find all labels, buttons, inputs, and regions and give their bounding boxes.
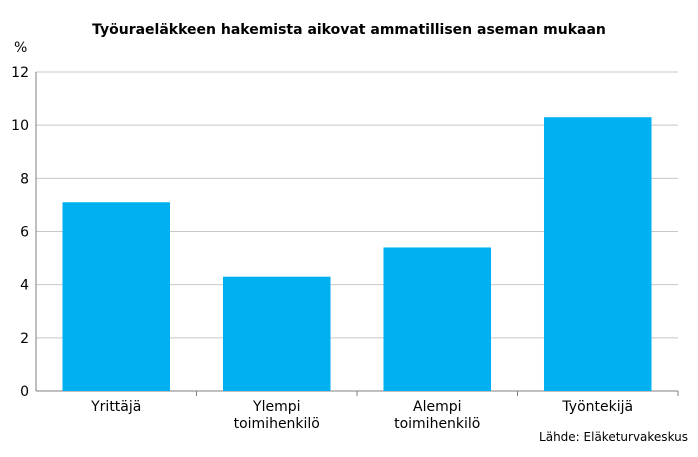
- x-tick-label: Alempi: [413, 399, 462, 415]
- y-axis-unit: %: [14, 40, 28, 56]
- bar: [383, 247, 492, 391]
- y-tick-label: 10: [11, 118, 29, 134]
- y-tick-label: 12: [11, 65, 29, 81]
- y-tick-label: 0: [20, 384, 29, 400]
- x-tick-label: toimihenkilö: [394, 416, 480, 432]
- x-tick-label: toimihenkilö: [234, 416, 320, 432]
- bar: [222, 276, 331, 391]
- y-tick-label: 6: [20, 225, 29, 241]
- y-tick-label: 2: [20, 331, 29, 347]
- x-tick-label: Työntekijä: [561, 399, 633, 415]
- x-tick-label: Yrittäjä: [90, 399, 141, 415]
- y-tick-label: 4: [20, 278, 29, 294]
- bar: [62, 202, 171, 391]
- chart-title: Työuraeläkkeen hakemista aikovat ammatil…: [92, 22, 606, 38]
- y-tick-label: 8: [20, 171, 29, 187]
- source-note: Lähde: Eläketurvakeskus: [539, 430, 688, 444]
- x-tick-label: Ylempi: [252, 399, 300, 415]
- bar: [543, 117, 652, 392]
